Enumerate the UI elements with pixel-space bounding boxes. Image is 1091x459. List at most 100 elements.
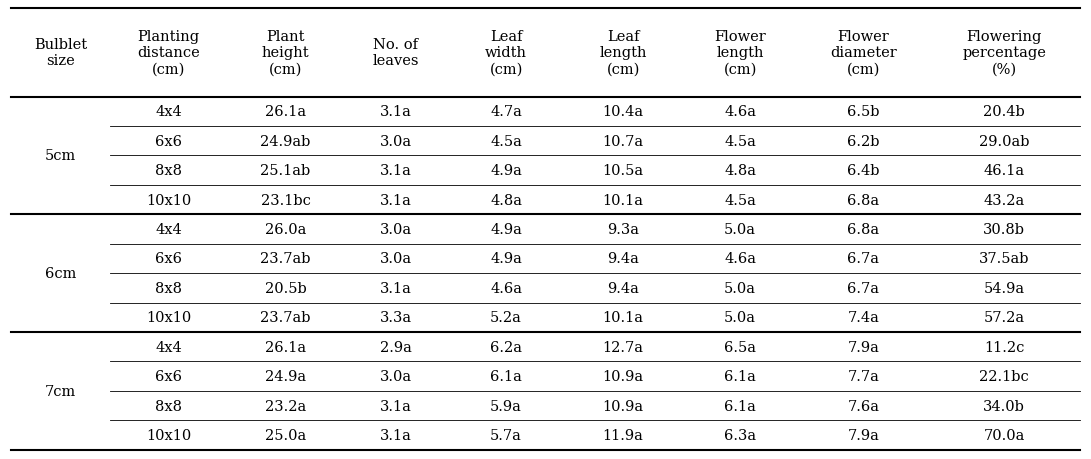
- Text: 3.1a: 3.1a: [380, 193, 411, 207]
- Text: 12.7a: 12.7a: [602, 340, 644, 354]
- Text: 6.1a: 6.1a: [724, 369, 756, 383]
- Text: No. of
leaves: No. of leaves: [372, 38, 419, 68]
- Text: 24.9a: 24.9a: [265, 369, 307, 383]
- Text: 11.9a: 11.9a: [602, 428, 644, 442]
- Text: 3.1a: 3.1a: [380, 105, 411, 119]
- Text: 4.9a: 4.9a: [490, 164, 523, 178]
- Text: Flowering
percentage
(%): Flowering percentage (%): [962, 30, 1046, 76]
- Text: 4.9a: 4.9a: [490, 223, 523, 236]
- Text: 26.1a: 26.1a: [265, 105, 307, 119]
- Text: 26.1a: 26.1a: [265, 340, 307, 354]
- Text: 4.5a: 4.5a: [490, 134, 523, 148]
- Text: 7.7a: 7.7a: [848, 369, 879, 383]
- Text: 8x8: 8x8: [155, 399, 182, 413]
- Text: 9.4a: 9.4a: [608, 252, 639, 266]
- Text: 4.7a: 4.7a: [490, 105, 523, 119]
- Text: 6.5b: 6.5b: [848, 105, 879, 119]
- Text: 3.0a: 3.0a: [380, 369, 412, 383]
- Text: 4.6a: 4.6a: [490, 281, 523, 295]
- Text: 23.1bc: 23.1bc: [261, 193, 311, 207]
- Text: 4.5a: 4.5a: [724, 134, 756, 148]
- Text: 10.1a: 10.1a: [602, 311, 644, 325]
- Text: Leaf
width
(cm): Leaf width (cm): [485, 30, 527, 76]
- Text: 9.4a: 9.4a: [608, 281, 639, 295]
- Text: 6.8a: 6.8a: [848, 193, 879, 207]
- Text: 8x8: 8x8: [155, 164, 182, 178]
- Text: 6.5a: 6.5a: [724, 340, 756, 354]
- Text: 7.4a: 7.4a: [848, 311, 879, 325]
- Text: 5.7a: 5.7a: [490, 428, 523, 442]
- Text: 70.0a: 70.0a: [983, 428, 1024, 442]
- Text: 25.1ab: 25.1ab: [261, 164, 311, 178]
- Text: 10.7a: 10.7a: [602, 134, 644, 148]
- Text: 6.1a: 6.1a: [724, 399, 756, 413]
- Text: 6cm: 6cm: [45, 267, 76, 280]
- Text: 23.2a: 23.2a: [265, 399, 307, 413]
- Text: 4.6a: 4.6a: [724, 252, 756, 266]
- Text: 10.5a: 10.5a: [602, 164, 644, 178]
- Text: 5.0a: 5.0a: [724, 281, 756, 295]
- Text: 4x4: 4x4: [155, 105, 182, 119]
- Text: 54.9a: 54.9a: [984, 281, 1024, 295]
- Text: 6x6: 6x6: [155, 134, 182, 148]
- Text: 5.0a: 5.0a: [724, 311, 756, 325]
- Text: 10x10: 10x10: [146, 428, 191, 442]
- Text: Planting
distance
(cm): Planting distance (cm): [137, 30, 200, 76]
- Text: 3.0a: 3.0a: [380, 252, 412, 266]
- Text: 7.6a: 7.6a: [848, 399, 879, 413]
- Text: 6x6: 6x6: [155, 252, 182, 266]
- Text: 10x10: 10x10: [146, 193, 191, 207]
- Text: 6.7a: 6.7a: [848, 281, 879, 295]
- Text: 3.0a: 3.0a: [380, 134, 412, 148]
- Text: 8x8: 8x8: [155, 281, 182, 295]
- Text: 6x6: 6x6: [155, 369, 182, 383]
- Text: 5.2a: 5.2a: [490, 311, 523, 325]
- Text: 57.2a: 57.2a: [984, 311, 1024, 325]
- Text: 37.5ab: 37.5ab: [979, 252, 1030, 266]
- Text: 20.5b: 20.5b: [265, 281, 307, 295]
- Text: Flower
diameter
(cm): Flower diameter (cm): [830, 30, 897, 76]
- Text: 5.9a: 5.9a: [490, 399, 523, 413]
- Text: 10.9a: 10.9a: [602, 369, 644, 383]
- Text: 6.3a: 6.3a: [724, 428, 756, 442]
- Text: 10.4a: 10.4a: [602, 105, 644, 119]
- Text: 43.2a: 43.2a: [983, 193, 1024, 207]
- Text: 3.1a: 3.1a: [380, 428, 411, 442]
- Text: 6.2a: 6.2a: [490, 340, 523, 354]
- Text: 4.8a: 4.8a: [490, 193, 523, 207]
- Text: 4.6a: 4.6a: [724, 105, 756, 119]
- Text: 34.0b: 34.0b: [983, 399, 1026, 413]
- Text: 25.0a: 25.0a: [265, 428, 307, 442]
- Text: 4.5a: 4.5a: [724, 193, 756, 207]
- Text: 3.1a: 3.1a: [380, 281, 411, 295]
- Text: 6.4b: 6.4b: [848, 164, 879, 178]
- Text: 6.2b: 6.2b: [848, 134, 879, 148]
- Text: 22.1bc: 22.1bc: [980, 369, 1029, 383]
- Text: 46.1a: 46.1a: [984, 164, 1024, 178]
- Text: 3.3a: 3.3a: [380, 311, 412, 325]
- Text: 23.7ab: 23.7ab: [261, 311, 311, 325]
- Text: Leaf
length
(cm): Leaf length (cm): [599, 30, 647, 76]
- Text: 10.9a: 10.9a: [602, 399, 644, 413]
- Text: 10x10: 10x10: [146, 311, 191, 325]
- Text: 3.1a: 3.1a: [380, 164, 411, 178]
- Text: 30.8b: 30.8b: [983, 223, 1026, 236]
- Text: 10.1a: 10.1a: [602, 193, 644, 207]
- Text: 4.8a: 4.8a: [724, 164, 756, 178]
- Text: 26.0a: 26.0a: [265, 223, 307, 236]
- Text: 6.7a: 6.7a: [848, 252, 879, 266]
- Text: Flower
length
(cm): Flower length (cm): [715, 30, 766, 76]
- Text: 7.9a: 7.9a: [848, 340, 879, 354]
- Text: 5.0a: 5.0a: [724, 223, 756, 236]
- Text: 4.9a: 4.9a: [490, 252, 523, 266]
- Text: 3.1a: 3.1a: [380, 399, 411, 413]
- Text: 20.4b: 20.4b: [983, 105, 1026, 119]
- Text: 6.1a: 6.1a: [490, 369, 523, 383]
- Text: 4x4: 4x4: [155, 223, 182, 236]
- Text: 4x4: 4x4: [155, 340, 182, 354]
- Text: 29.0ab: 29.0ab: [979, 134, 1030, 148]
- Text: 7.9a: 7.9a: [848, 428, 879, 442]
- Text: 6.8a: 6.8a: [848, 223, 879, 236]
- Text: 9.3a: 9.3a: [608, 223, 639, 236]
- Text: 11.2c: 11.2c: [984, 340, 1024, 354]
